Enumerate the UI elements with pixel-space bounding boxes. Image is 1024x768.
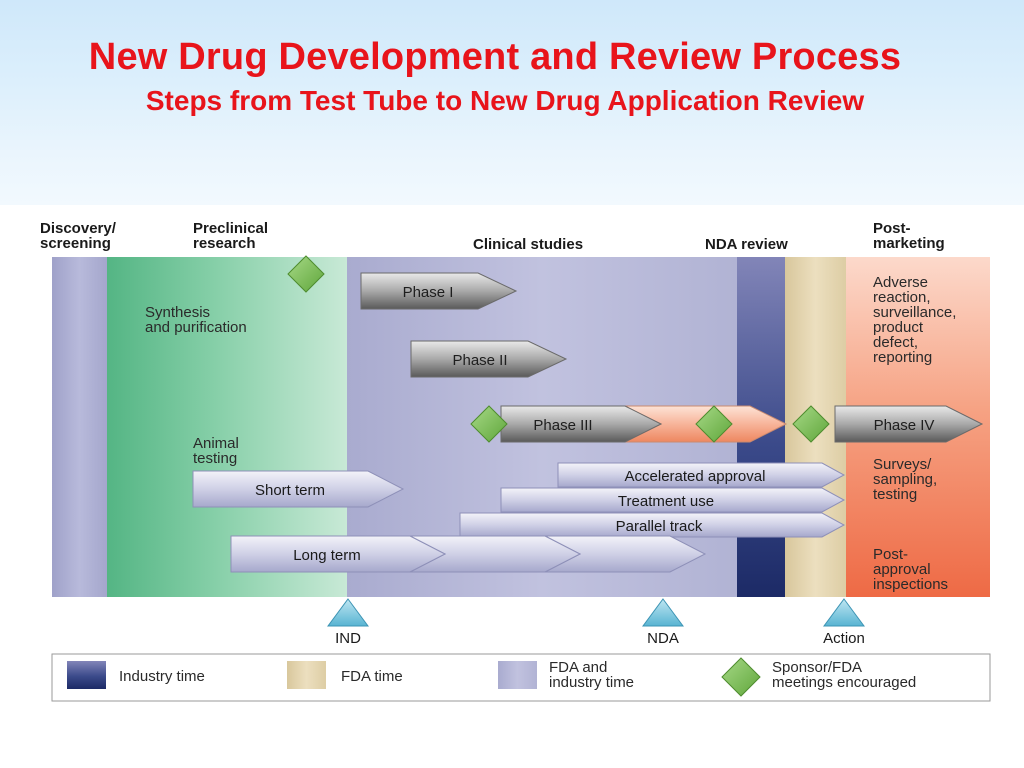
treatment-use-label: Treatment use xyxy=(618,493,714,510)
stage-header-discovery: Discovery/screening xyxy=(40,220,117,252)
treatment-use-track: Treatment use xyxy=(500,487,846,513)
nda-triangle xyxy=(642,598,684,627)
discovery-column xyxy=(52,257,107,597)
accelerated-approval-label: Accelerated approval xyxy=(625,468,766,485)
stage-header-nda-review: NDA review xyxy=(705,236,788,253)
legend-meetings: Sponsor/FDA meetings encouraged xyxy=(772,659,916,691)
phase-1-arrow: Phase I xyxy=(360,272,518,310)
stage-header-preclinical: Preclinical research xyxy=(193,220,268,252)
accelerated-approval-track: Accelerated approval xyxy=(557,462,846,488)
meeting-diamond-preclinical xyxy=(287,255,325,293)
phase-2-arrow: Phase II xyxy=(410,340,568,378)
slide-header: New Drug Development and Review Process … xyxy=(0,0,1024,205)
synthesis-label: Synthesis and purification xyxy=(145,304,247,336)
phase-2-label: Phase II xyxy=(452,352,507,369)
legend-swatch-fda-industry xyxy=(498,661,537,689)
ind-triangle xyxy=(327,598,369,627)
postapproval-label: Post-approval inspections xyxy=(873,546,948,593)
short-term-label: Short term xyxy=(255,482,325,499)
short-term-arrow: Short term xyxy=(192,470,405,508)
parallel-track-track: Parallel track xyxy=(459,512,846,538)
phase-1-label: Phase I xyxy=(403,284,454,301)
ind-label: IND xyxy=(335,630,361,647)
long-term-arrow: Long term xyxy=(230,535,707,573)
meeting-diamond-phase3-end xyxy=(695,405,733,443)
legend-fda-industry-time: FDA and industry time xyxy=(549,659,634,691)
animal-testing-label: Animal testing xyxy=(193,435,239,467)
nda-label: NDA xyxy=(647,630,679,647)
action-label: Action xyxy=(823,630,865,647)
meeting-diamond-nda-review xyxy=(792,405,830,443)
surveys-label: Surveys/sampling, testing xyxy=(873,456,937,503)
phase-3-label: Phase III xyxy=(533,417,592,434)
phase-4-arrow: Phase IV xyxy=(834,405,984,443)
action-triangle xyxy=(823,598,865,627)
stage-header-postmarketing: Post-marketing xyxy=(873,220,945,252)
parallel-track-label: Parallel track xyxy=(616,518,703,535)
adverse-reaction-label: Adverse reaction, surveillance, product defe… xyxy=(873,274,956,366)
drug-development-diagram: Discovery/screening Preclinical research … xyxy=(40,220,991,702)
slide-subtitle: Steps from Test Tube to New Drug Applica… xyxy=(145,85,865,116)
legend-swatch-industry xyxy=(67,661,106,689)
long-term-label: Long term xyxy=(293,547,361,564)
stage-header-clinical: Clinical studies xyxy=(473,236,583,253)
legend-industry-time: Industry time xyxy=(119,668,205,685)
meeting-diamond-phase3-start xyxy=(470,405,508,443)
phase-4-label: Phase IV xyxy=(874,417,935,434)
slide-title: New Drug Development and Review Process xyxy=(88,36,902,78)
legend-meeting-diamond-icon xyxy=(721,657,761,697)
phase-3-arrow: Phase III xyxy=(500,405,788,443)
legend: Industry time FDA time FDA and industry t… xyxy=(51,653,991,702)
legend-swatch-fda xyxy=(287,661,326,689)
legend-fda-time: FDA time xyxy=(341,668,403,685)
